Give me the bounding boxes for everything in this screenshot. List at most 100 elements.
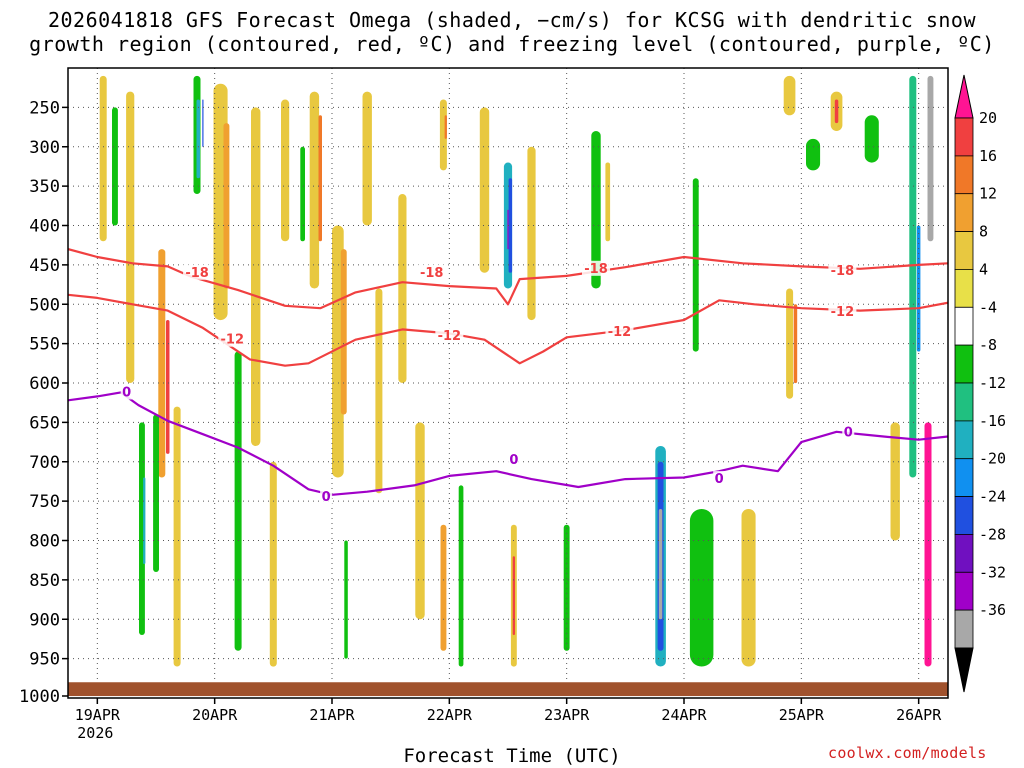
contour-label-bg: [713, 471, 726, 487]
colorbar-bin: [954, 458, 974, 498]
omega-region: [340, 249, 347, 415]
x-axis-title: Forecast Time (UTC): [403, 745, 621, 767]
omega-region: [605, 162, 611, 242]
contour-label: -12: [831, 305, 855, 320]
x-tick-year-label: 2026: [77, 724, 113, 742]
contour-label-bg: [842, 424, 855, 440]
omega-region: [362, 91, 372, 226]
colorbar-label: 20: [979, 109, 997, 127]
omega-region: [166, 320, 170, 454]
omega-region: [458, 485, 464, 667]
contour-label: -18: [185, 266, 209, 281]
omega-region: [692, 178, 699, 352]
colorbar-bin: [954, 344, 974, 384]
omega-region: [112, 107, 118, 226]
colorbar-bin: [954, 382, 974, 422]
contour-label-bg: [320, 489, 333, 505]
y-tick-label: 500: [29, 295, 60, 315]
x-tick-label: 25APR: [779, 706, 825, 724]
contour-label-bg: [828, 304, 857, 320]
contour-label: 0: [844, 426, 853, 441]
freezing-level-0-line: [68, 391, 948, 496]
dgz-top-minus-18-line: [68, 248, 948, 310]
omega-region: [375, 288, 383, 494]
credit-text: coolwx.com/models: [828, 744, 987, 762]
ground-layer: [68, 682, 948, 697]
omega-region: [269, 461, 277, 667]
omega-region: [527, 146, 536, 321]
x-tick-label: 26APR: [896, 706, 942, 724]
y-tick-label: 350: [29, 177, 60, 197]
omega-region: [806, 138, 821, 171]
y-tick-label: 300: [29, 138, 60, 158]
colorbar-label: -32: [979, 563, 1006, 581]
omega-region: [890, 422, 900, 541]
omega-region: [783, 75, 796, 116]
omega-region: [143, 477, 146, 565]
y-tick-label: 900: [29, 610, 60, 630]
omega-region: [309, 91, 320, 289]
colorbar-top-triangle: [954, 74, 974, 119]
omega-region: [924, 422, 932, 667]
omega-region: [318, 115, 322, 242]
x-tick-label: 23APR: [544, 706, 590, 724]
colorbar-bottom-triangle: [954, 647, 974, 693]
omega-region: [281, 99, 290, 242]
y-tick-label: 850: [29, 571, 60, 591]
omega-region: [440, 524, 447, 651]
contour-label: -12: [608, 325, 632, 340]
colorbar: 20 16 12 8 4 -4 -8 -12 -16 -20 -24 -28 -32 -36: [954, 74, 1006, 693]
omega-region: [479, 107, 490, 273]
y-tick-label: 650: [29, 413, 60, 433]
omega-region: [173, 406, 181, 667]
omega-region: [512, 556, 515, 636]
omega-region: [508, 178, 513, 273]
colorbar-label: -24: [979, 488, 1006, 506]
colorbar-label: -8: [979, 336, 997, 354]
y-tick-label: 600: [29, 374, 60, 394]
omega-region: [398, 194, 407, 383]
y-tick-label: 700: [29, 453, 60, 473]
colorbar-bin: [954, 155, 974, 195]
omega-region: [158, 249, 166, 478]
omega-region: [741, 509, 756, 667]
y-tick-label: 950: [29, 650, 60, 670]
colorbar-label: -4: [979, 298, 997, 316]
y-tick-label: 800: [29, 532, 60, 552]
contour-label-bg: [605, 323, 634, 339]
omega-region: [223, 123, 230, 289]
contour-label-bg: [218, 331, 247, 347]
colorbar-bin: [954, 193, 974, 232]
omega-region: [202, 99, 204, 147]
contour-label-bg: [435, 327, 464, 343]
contour-label-bg: [828, 263, 857, 279]
contour-label-bg: [507, 452, 520, 468]
colorbar-label: 12: [979, 185, 997, 203]
contour-label: 0: [322, 490, 331, 505]
omega-region: [153, 414, 159, 572]
chart-title-line-1: 2026041818 GFS Forecast Omega (shaded, −…: [47, 8, 977, 32]
x-tick-label: 20APR: [192, 706, 238, 724]
contour-label-bg: [183, 264, 212, 280]
colorbar-label: -16: [979, 412, 1006, 430]
colorbar-bin: [954, 496, 974, 535]
contour-label: -18: [831, 264, 855, 279]
x-tick-label: 19APR: [75, 706, 121, 724]
omega-region: [793, 304, 798, 384]
colorbar-bin: [954, 420, 974, 460]
omega-region: [300, 146, 305, 242]
omega-region: [927, 75, 934, 242]
contour-label: 0: [715, 472, 724, 487]
contour-label: -18: [584, 262, 608, 277]
colorbar-bin: [954, 231, 974, 270]
colorbar-bin: [954, 117, 974, 157]
omega-region: [834, 99, 839, 124]
x-tick-label: 22APR: [427, 706, 473, 724]
omega-shading: [99, 75, 934, 667]
omega-region: [415, 422, 425, 620]
dgz-bottom-minus-12-line: [68, 293, 948, 367]
omega-region: [344, 540, 348, 659]
y-tick-label: 750: [29, 492, 60, 512]
contour-lines: -18 -18 -18 -18 -12 -12 -12 -12 0 0 0 0 0: [68, 248, 948, 505]
